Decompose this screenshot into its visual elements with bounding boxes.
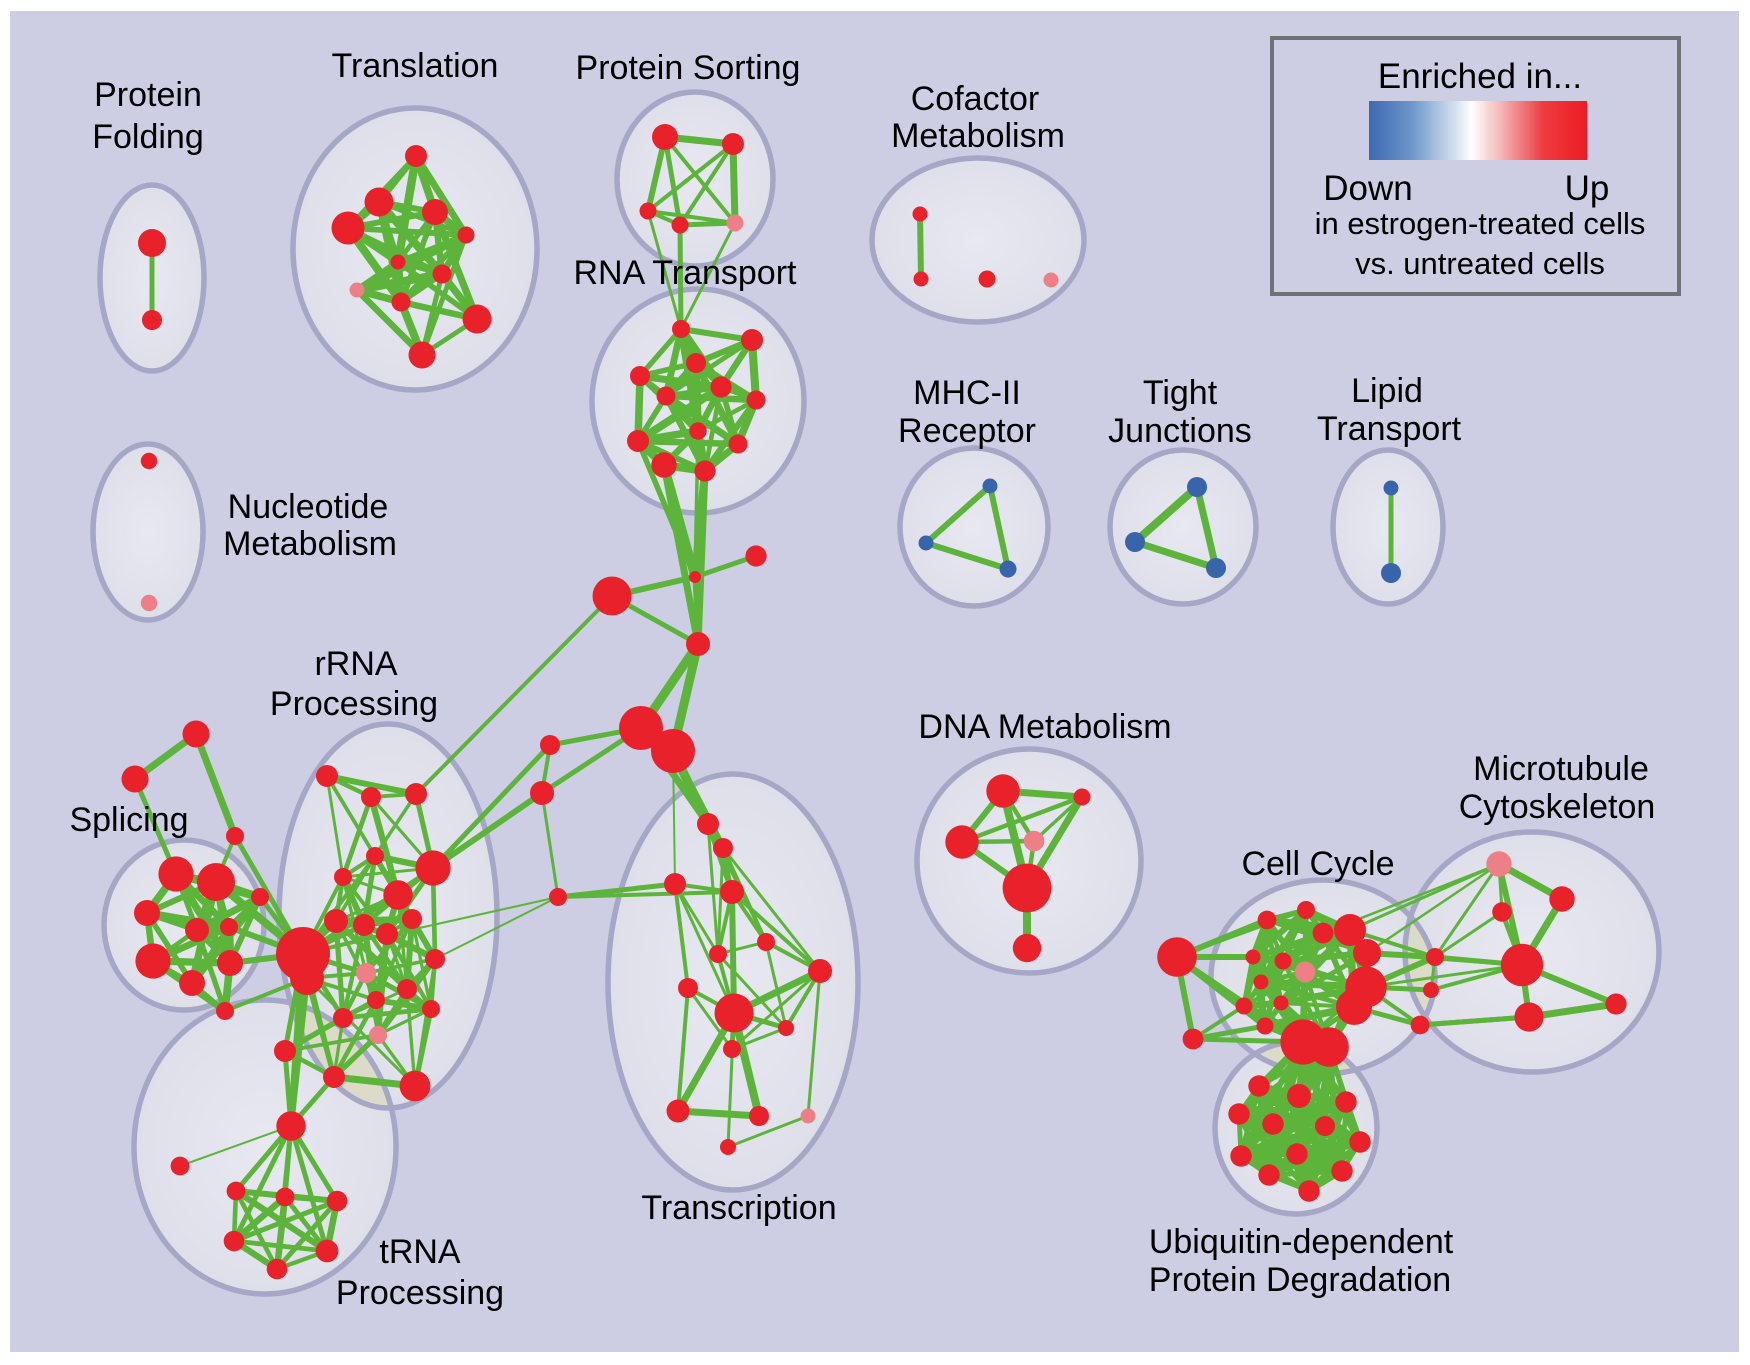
svg-text:DNA Metabolism: DNA Metabolism bbox=[918, 708, 1171, 746]
svg-text:vs. untreated cells: vs. untreated cells bbox=[1355, 246, 1605, 281]
svg-text:Protein Degradation: Protein Degradation bbox=[1149, 1261, 1451, 1299]
svg-text:Transport: Transport bbox=[1317, 410, 1462, 448]
svg-text:Transcription: Transcription bbox=[641, 1189, 836, 1227]
svg-text:tRNA: tRNA bbox=[379, 1233, 461, 1271]
svg-text:Enriched in...: Enriched in... bbox=[1378, 57, 1582, 96]
svg-text:Protein Sorting: Protein Sorting bbox=[576, 49, 801, 87]
svg-text:Folding: Folding bbox=[92, 118, 204, 156]
svg-text:Cell Cycle: Cell Cycle bbox=[1241, 845, 1394, 883]
svg-text:in estrogen-treated cells: in estrogen-treated cells bbox=[1315, 206, 1646, 241]
svg-text:RNA Transport: RNA Transport bbox=[574, 254, 798, 292]
svg-text:Metabolism: Metabolism bbox=[891, 117, 1065, 155]
svg-text:Down: Down bbox=[1323, 169, 1412, 208]
svg-text:Receptor: Receptor bbox=[898, 412, 1036, 450]
svg-text:Ubiquitin-dependent: Ubiquitin-dependent bbox=[1149, 1223, 1454, 1261]
svg-text:Splicing: Splicing bbox=[69, 801, 188, 839]
svg-text:Lipid: Lipid bbox=[1351, 372, 1423, 410]
svg-text:Tight: Tight bbox=[1143, 374, 1218, 412]
svg-text:Processing: Processing bbox=[336, 1274, 504, 1312]
svg-text:Cytoskeleton: Cytoskeleton bbox=[1459, 788, 1656, 826]
svg-text:MHC-II: MHC-II bbox=[913, 374, 1021, 412]
svg-text:Cofactor: Cofactor bbox=[911, 80, 1040, 118]
svg-text:Up: Up bbox=[1565, 169, 1610, 208]
svg-text:Protein: Protein bbox=[94, 76, 202, 114]
svg-text:Processing: Processing bbox=[270, 685, 438, 723]
svg-text:Nucleotide: Nucleotide bbox=[228, 488, 389, 526]
svg-text:rRNA: rRNA bbox=[314, 645, 397, 683]
svg-text:Microtubule: Microtubule bbox=[1473, 750, 1649, 788]
svg-text:Metabolism: Metabolism bbox=[223, 525, 397, 563]
svg-text:Junctions: Junctions bbox=[1108, 412, 1252, 450]
svg-text:Translation: Translation bbox=[332, 47, 499, 85]
